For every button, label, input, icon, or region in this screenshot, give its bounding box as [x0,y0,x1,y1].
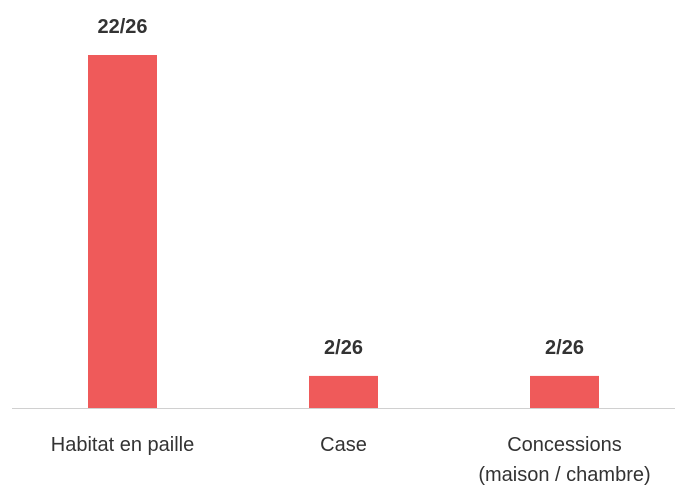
x-tick-label: Concessions (maison / chambre) [478,434,651,486]
bar [530,375,599,408]
x-tick-label: Case [320,434,367,456]
bar [309,375,378,408]
bar [88,55,157,408]
value-label: 22/26 [97,16,147,38]
x-tick-label: Habitat en paille [50,434,195,456]
value-label: 2/26 [545,337,584,359]
value-label: 2/26 [324,337,363,359]
